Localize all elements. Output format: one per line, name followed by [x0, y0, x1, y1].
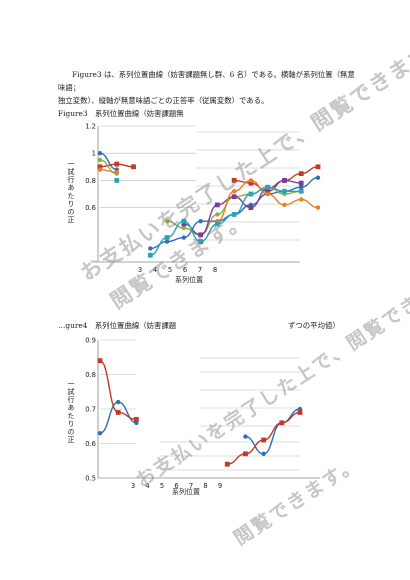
- figure3-point: [97, 151, 103, 156]
- figure3-point: [298, 171, 304, 176]
- figure4-x-tick: 7: [189, 482, 193, 490]
- figure3-point: [214, 202, 220, 208]
- figure3-point: [248, 205, 254, 210]
- figure3-point: [181, 218, 187, 224]
- figure3-point: [198, 239, 204, 244]
- figure3-point: [147, 252, 153, 258]
- figure4-point: [243, 451, 248, 457]
- figure3-point: [282, 202, 287, 208]
- figure4-y-label: 一試行あたりの正: [67, 380, 75, 444]
- figure3-y-tick: 0.8: [85, 177, 96, 185]
- figure3-point: [114, 161, 120, 167]
- paragraph-line-1: Figure3 は、系列位置曲線（妨害課題無し群、6 名）である。横軸が系列位置…: [58, 70, 355, 92]
- figure4-y-tick: 0.9: [85, 337, 96, 345]
- figure3-point: [248, 191, 254, 197]
- figure3-point: [181, 221, 187, 227]
- figure4-point: [279, 420, 285, 426]
- figure3-caption: Figure3 系列位置曲線（妨害課題無: [58, 109, 184, 118]
- figure3-point: [181, 225, 187, 231]
- figure4-point: [115, 399, 121, 405]
- figure4-point: [243, 434, 248, 439]
- figure3-point: [231, 194, 237, 200]
- figure4-x-tick: 9: [218, 482, 222, 490]
- figure3-point: [299, 185, 304, 190]
- figure4-x-tick: 3: [131, 482, 135, 490]
- figure3-y-tick: 0.6: [85, 204, 96, 212]
- figure3-point: [231, 178, 237, 183]
- figure4-point: [133, 416, 139, 422]
- figure3-x-tick: 6: [183, 266, 187, 274]
- figure3-point: [131, 164, 136, 170]
- figure3-point: [164, 239, 170, 244]
- figure3-point: [299, 197, 304, 202]
- figure3-point: [214, 221, 220, 227]
- figure4-y-tick: 0.6: [85, 440, 96, 448]
- figure3-point: [282, 178, 287, 183]
- figure3-point: [97, 167, 103, 172]
- figure4-y-tick: 0.7: [85, 406, 96, 414]
- figure4-y-tick: 0.8: [85, 371, 96, 379]
- paragraph-line-2: 独立変数）、縦軸が無意味語ごとの正答率（従属変数）である。: [58, 96, 269, 105]
- figure4-y-tick: 0.5: [85, 475, 96, 483]
- figure3-point: [315, 205, 321, 210]
- figure3-point: [114, 178, 120, 183]
- figure4-point: [97, 430, 103, 436]
- figure3-point: [215, 212, 220, 217]
- figure3-point: [231, 212, 237, 217]
- figure4-caption-right: ずつの平均値）: [288, 321, 340, 330]
- figure3-point: [181, 235, 187, 240]
- figure3-x-tick: 8: [213, 266, 217, 274]
- figure4-point: [224, 461, 230, 467]
- figure3-point: [315, 175, 321, 180]
- figure4-x-tick: 6: [174, 482, 178, 490]
- figure3-x-tick: 7: [198, 266, 202, 274]
- figure3-x-label: 系列位置: [175, 275, 203, 284]
- figure3-point: [231, 189, 237, 194]
- figure4-x-tick: 5: [160, 482, 164, 490]
- figure3-point: [248, 178, 254, 183]
- figure3-point: [148, 246, 153, 251]
- figure3-series-line: [99, 168, 117, 173]
- figure4-x-tick: 8: [203, 482, 207, 490]
- figure4-point: [97, 358, 103, 364]
- figure4-series-line: [245, 408, 301, 455]
- figure4-x-label: 系列位置: [172, 487, 200, 496]
- intro-paragraph: Figure3 は、系列位置曲線（妨害課題無し群、6 名）である。横軸が系列位置…: [58, 68, 358, 107]
- figure3-point: [298, 188, 304, 194]
- figure3-point: [198, 232, 204, 238]
- figure3-point: [265, 184, 271, 190]
- figure3-point: [265, 191, 270, 197]
- figure3-point: [198, 219, 203, 224]
- figure3-y-tick: 1.2: [85, 123, 96, 131]
- figure3-x-tick: 4: [153, 266, 157, 274]
- figure3-chart: 1.2 1 0.8 0.6 3 4 5 6 7 8 系列位置: [85, 123, 321, 284]
- figure3-point: [282, 188, 287, 194]
- figure3-y-label: 一試行あたりの正: [67, 160, 75, 224]
- figure4-chart: 0.9 0.8 0.7 0.6 0.5 3 4 5 6 7 8 9 系列位置: [85, 337, 320, 496]
- figure3-point: [265, 188, 271, 194]
- figure3-point: [315, 164, 321, 170]
- figure3-point: [97, 157, 103, 163]
- figure4-point: [261, 437, 267, 443]
- figure4-caption: …gure4 系列位置曲線（妨害課題: [58, 321, 177, 330]
- figure4-point: [115, 410, 121, 415]
- figure3-x-tick: 3: [138, 266, 142, 274]
- figure3-point: [164, 219, 170, 224]
- figure4-point: [297, 410, 303, 415]
- figure3-point: [164, 235, 170, 240]
- figure3-series-line: [150, 186, 302, 256]
- figure3-point: [298, 180, 304, 186]
- figure4-point: [261, 451, 266, 457]
- figure3-y-tick: 1: [92, 150, 96, 158]
- figure3-point: [248, 180, 254, 186]
- figure3-point: [97, 164, 103, 170]
- figure4-x-tick: 4: [145, 482, 149, 490]
- figure3-x-tick: 5: [168, 266, 172, 274]
- figure3-point: [114, 170, 119, 175]
